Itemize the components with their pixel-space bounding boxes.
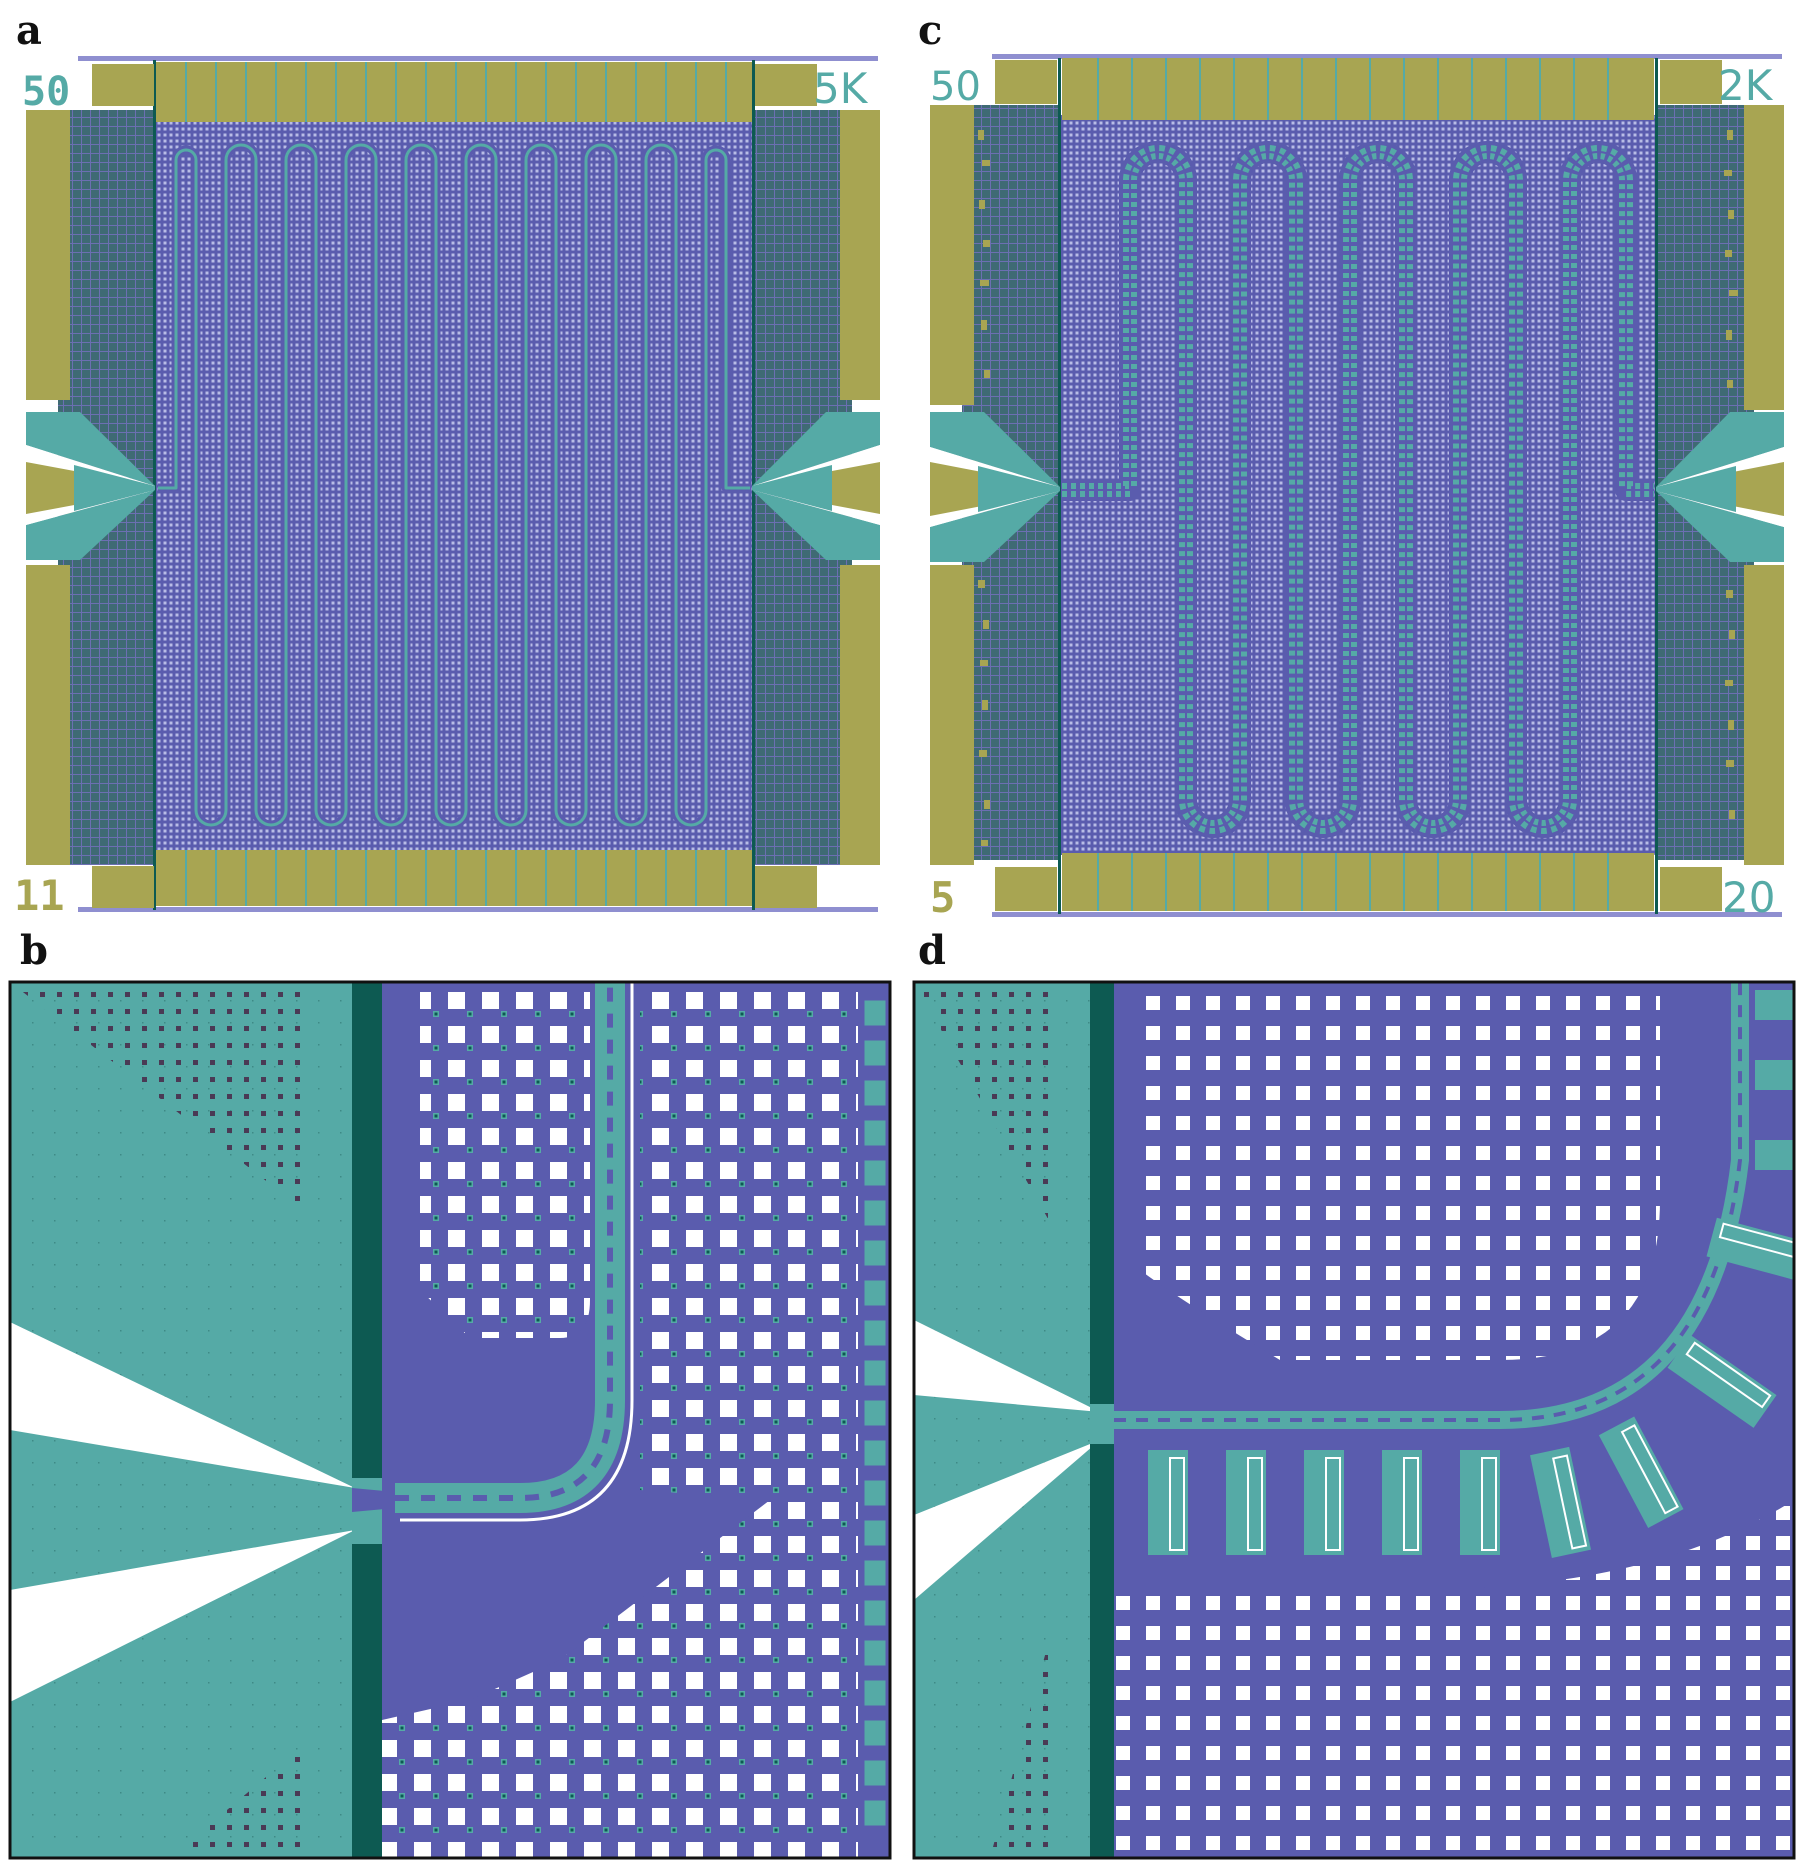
left-port-pad (26, 462, 74, 514)
top-rail (78, 56, 878, 61)
label-top-right-a: 5K (813, 64, 869, 113)
label-top-right-c: 2K (1718, 61, 1774, 110)
bottom-pad-strip (995, 853, 1722, 911)
left-upper-pad (930, 105, 974, 405)
left-lower-pad (930, 565, 974, 865)
panel-letter-a: a (16, 7, 42, 54)
panel-a: a (14, 7, 880, 920)
label-bottom-right-c: 20 (1722, 873, 1775, 922)
panel-letter-d: d (918, 927, 946, 974)
left-lower-pad (26, 565, 70, 865)
dark-divider (352, 982, 382, 1858)
right-upper-pad (840, 110, 880, 400)
left-upper-pad (26, 110, 70, 400)
label-top-left-a: 50 (22, 69, 70, 115)
top-pad-strip (995, 58, 1722, 120)
panel-d: d (914, 927, 1800, 1858)
panel-letter-b: b (20, 927, 48, 974)
right-upper-pad (1744, 105, 1784, 410)
right-port-pad (832, 462, 880, 514)
right-lower-pad (1744, 565, 1784, 865)
panel-b: b (10, 927, 890, 1858)
label-top-left-c: 50 (930, 64, 981, 110)
label-bottom-left-a: 11 (14, 871, 65, 920)
panel-letter-c: c (918, 7, 942, 54)
label-bottom-left-c: 5 (930, 873, 955, 922)
edge-segments (864, 1000, 886, 1826)
top-pad-strip (92, 62, 817, 122)
bottom-rail (992, 912, 1782, 917)
bottom-pad-strip (92, 850, 817, 908)
center-mesh (155, 120, 755, 850)
panel-c: c (918, 7, 1784, 922)
right-lower-pad (840, 565, 880, 865)
